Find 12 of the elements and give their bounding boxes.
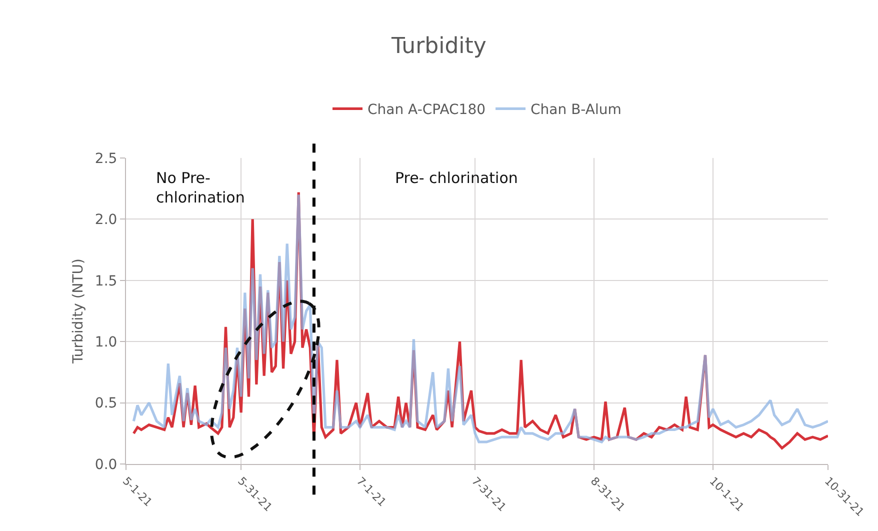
annotation: Pre- chlorination xyxy=(395,169,518,187)
annotation: No Pre- chlorination xyxy=(156,169,245,206)
y-tick-label: 0.0 xyxy=(94,456,118,473)
y-tick-label: 2.5 xyxy=(94,150,118,167)
chart-title: Turbidity xyxy=(390,34,486,59)
y-tick-label: 2.0 xyxy=(94,212,118,228)
legend-label: Chan A-CPAC180 xyxy=(368,102,486,118)
y-axis-title: Turbidity (NTU) xyxy=(70,258,87,365)
y-tick-label: 1.5 xyxy=(94,273,118,290)
legend-label: Chan B-Alum xyxy=(530,102,622,118)
y-tick-label: 0.5 xyxy=(94,396,118,412)
y-tick-label: 1.0 xyxy=(94,334,118,350)
